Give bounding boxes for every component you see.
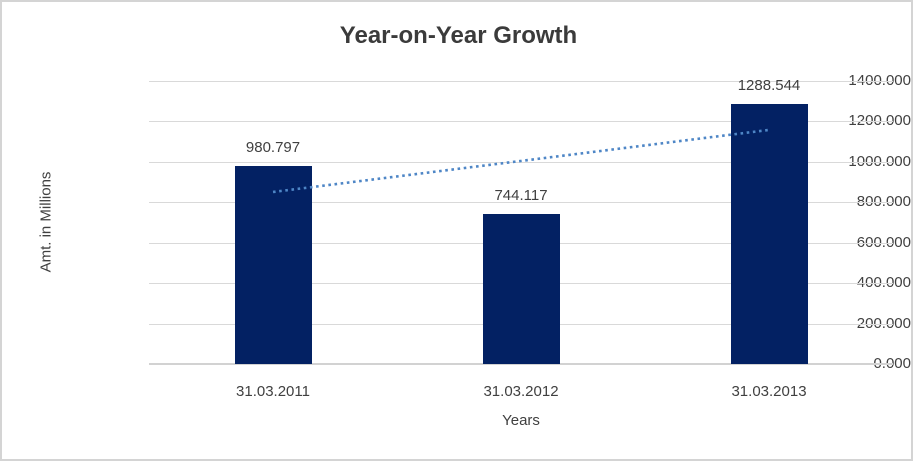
y-tick-label: 400.000 (856, 274, 911, 292)
x-axis-title: Years (502, 412, 540, 429)
x-axis-line (149, 363, 893, 365)
data-label: 744.117 (494, 186, 548, 204)
y-tick-label: 800.000 (856, 193, 911, 211)
y-tick-label: 200.000 (856, 314, 911, 332)
x-tick-label: 31.03.2012 (483, 383, 559, 400)
gridline (149, 202, 893, 204)
gridline (149, 161, 893, 163)
chart-title: Year-on-Year Growth (339, 22, 578, 49)
y-tick-label: 1400.000 (848, 72, 911, 89)
y-tick-label: 1000.000 (848, 152, 911, 170)
gridline (149, 81, 893, 82)
data-label: 980.797 (245, 138, 301, 156)
y-tick-label: 600.000 (856, 233, 911, 251)
gridline (149, 121, 893, 123)
plot-area: 980.797 744.117 1288.544 (149, 77, 893, 365)
x-tick-label: 31.03.2011 (236, 383, 310, 400)
trendline (272, 128, 770, 194)
bar-31.03.2012 (482, 213, 560, 364)
bar-31.03.2013 (730, 103, 808, 364)
bar-31.03.2011 (234, 165, 312, 364)
y-axis-title: Amt. in Millions (37, 171, 55, 273)
y-tick-label: 1200.000 (848, 112, 911, 130)
x-tick-label: 31.03.2013 (731, 383, 807, 400)
data-label: 1288.544 (737, 76, 801, 94)
